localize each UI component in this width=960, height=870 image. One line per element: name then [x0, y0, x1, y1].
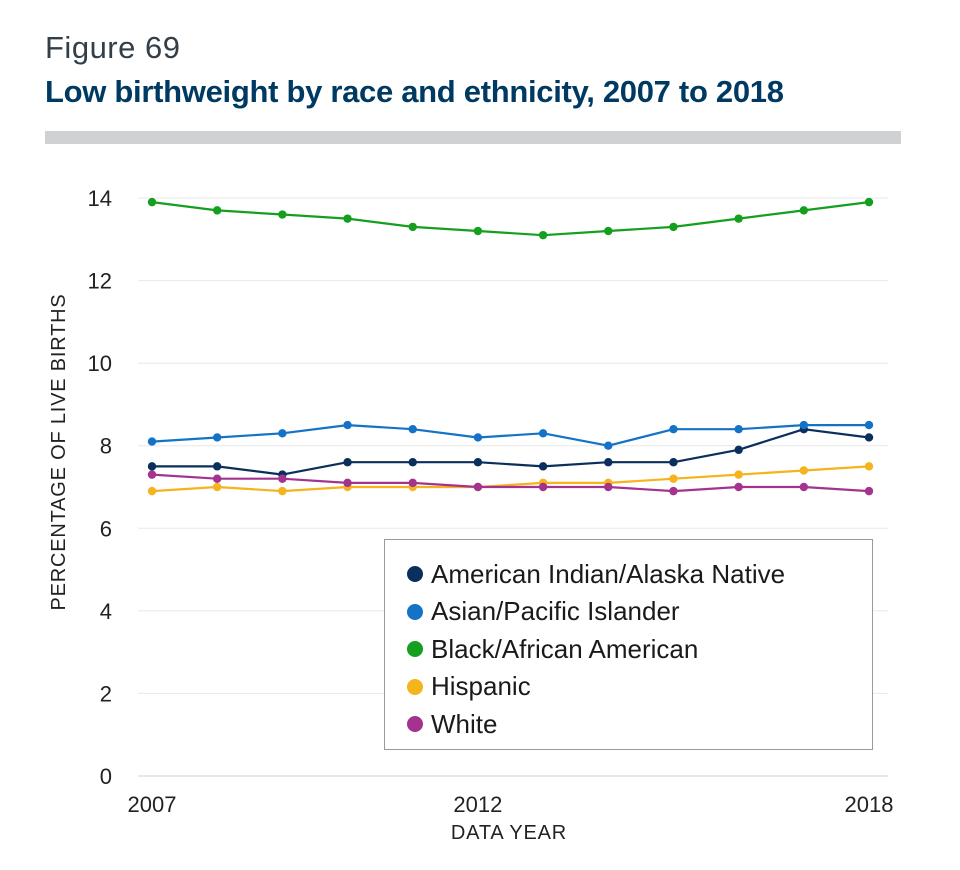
- legend-label: Asian/Pacific Islander: [431, 596, 680, 626]
- data-point: [212, 206, 222, 215]
- series-1: [147, 420, 874, 450]
- legend-swatch: [407, 716, 423, 732]
- data-point: [734, 214, 743, 223]
- data-point: [669, 474, 678, 483]
- data-point: [669, 458, 678, 467]
- legend-label: Black/African American: [431, 633, 699, 664]
- data-point: [799, 482, 809, 492]
- y-tick-label: 8: [100, 434, 112, 459]
- series-4: [147, 470, 874, 496]
- data-point: [408, 478, 417, 488]
- legend-item: Hispanic: [407, 669, 531, 705]
- data-point: [538, 482, 548, 492]
- y-tick-label: 6: [100, 516, 112, 541]
- title-divider: [45, 131, 901, 144]
- data-point: [278, 486, 287, 496]
- x-tick-label: 2012: [453, 792, 502, 817]
- data-point: [864, 462, 874, 471]
- x-axis-title: DATA YEAR: [451, 822, 567, 844]
- data-point: [799, 466, 809, 475]
- data-point: [343, 458, 352, 467]
- data-point: [734, 425, 743, 434]
- data-point: [669, 222, 678, 232]
- data-point: [212, 433, 222, 442]
- data-point: [734, 470, 743, 479]
- legend-swatch: [407, 641, 423, 657]
- data-point: [473, 226, 483, 236]
- chart-title: Low birthweight by race and ethnicity, 2…: [45, 74, 784, 109]
- data-point: [343, 478, 352, 488]
- data-point: [604, 482, 613, 492]
- data-point: [734, 482, 743, 492]
- data-point: [343, 214, 352, 223]
- data-point: [212, 462, 222, 471]
- data-point: [864, 420, 874, 430]
- legend-item: Asian/Pacific Islander: [407, 594, 680, 630]
- legend-item: White: [407, 706, 497, 742]
- series-line: [151, 465, 870, 493]
- data-point: [604, 458, 613, 467]
- data-point: [343, 420, 352, 430]
- y-tick-label: 12: [88, 269, 112, 294]
- data-point: [473, 458, 483, 467]
- legend: American Indian/Alaska Native Asian/Pacif…: [384, 539, 873, 750]
- y-tick-label: 10: [88, 351, 112, 376]
- series-line: [151, 473, 870, 493]
- y-tick-label: 14: [88, 186, 112, 211]
- series-line: [151, 424, 869, 447]
- data-point: [473, 482, 483, 492]
- data-point: [734, 445, 743, 455]
- legend-item: American Indian/Alaska Native: [407, 556, 785, 592]
- data-point: [408, 222, 417, 232]
- x-axis-ticks: 2007 2012 2018: [128, 792, 894, 817]
- data-point: [604, 226, 613, 236]
- data-point: [212, 474, 222, 483]
- legend-item: Black/African American: [407, 631, 698, 667]
- data-point: [538, 230, 548, 240]
- legend-swatch: [407, 566, 423, 582]
- legend-label: Hispanic: [431, 671, 531, 701]
- y-tick-label: 4: [100, 599, 112, 624]
- data-point: [538, 429, 548, 438]
- data-point: [799, 206, 809, 215]
- x-tick-label: 2018: [845, 792, 894, 817]
- series-2: [147, 197, 874, 240]
- data-point: [864, 433, 874, 442]
- legend-swatch: [407, 678, 423, 695]
- data-point: [278, 474, 287, 483]
- data-point: [278, 429, 287, 438]
- y-axis-ticks: 0 2 4 6 8 10 12 14: [88, 186, 112, 789]
- data-point: [604, 441, 613, 450]
- series-line: [152, 428, 870, 476]
- data-point: [799, 420, 809, 430]
- data-point: [147, 462, 157, 471]
- data-point: [147, 486, 157, 496]
- legend-label: White: [431, 708, 498, 739]
- data-point: [212, 482, 222, 492]
- data-point: [538, 462, 548, 471]
- data-point: [864, 197, 874, 207]
- data-point: [864, 486, 874, 496]
- x-tick-label: 2007: [128, 792, 177, 817]
- data-point: [147, 437, 157, 446]
- data-point: [147, 197, 157, 207]
- data-point: [669, 425, 678, 434]
- data-point: [278, 210, 287, 219]
- legend-swatch: [407, 603, 423, 620]
- figure-label: Figure 69: [45, 30, 181, 65]
- y-tick-label: 2: [100, 681, 112, 706]
- data-point: [408, 425, 417, 434]
- data-point: [473, 433, 483, 442]
- data-point: [147, 470, 157, 479]
- series-0: [147, 425, 874, 479]
- data-point: [408, 458, 417, 467]
- series-lines: [147, 197, 874, 496]
- legend-label: American Indian/Alaska Native: [431, 558, 786, 589]
- y-tick-label: 0: [100, 764, 112, 789]
- data-point: [669, 486, 678, 496]
- y-axis-title: PERCENTAGE OF LIVE BIRTHS: [48, 293, 70, 610]
- series-line: [151, 201, 870, 237]
